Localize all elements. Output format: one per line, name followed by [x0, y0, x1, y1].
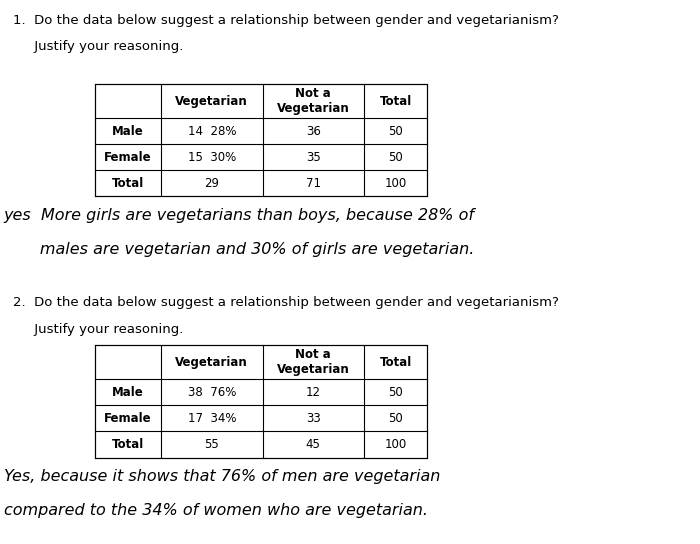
Text: 14  28%: 14 28% [188, 125, 236, 138]
Text: Total: Total [379, 356, 412, 369]
Text: Justify your reasoning.: Justify your reasoning. [13, 323, 183, 336]
Text: 17  34%: 17 34% [188, 412, 236, 425]
Text: Yes, because it shows that 76% of men are vegetarian: Yes, because it shows that 76% of men ar… [4, 469, 440, 485]
Text: 33: 33 [306, 412, 321, 425]
Text: 35: 35 [306, 151, 321, 164]
Bar [94, 84, 427, 196]
Text: 38  76%: 38 76% [188, 386, 236, 399]
Text: Male: Male [112, 386, 144, 399]
Text: Total: Total [111, 177, 144, 190]
Text: Total: Total [379, 95, 412, 108]
Text: 100: 100 [384, 177, 407, 190]
Text: 15  30%: 15 30% [188, 151, 236, 164]
Text: 12: 12 [306, 386, 321, 399]
Text: Vegetarian: Vegetarian [176, 356, 248, 369]
Text: 55: 55 [204, 438, 219, 451]
Text: Not a
Vegetarian: Not a Vegetarian [277, 348, 349, 376]
Text: 45: 45 [306, 438, 321, 451]
Text: 1.  Do the data below suggest a relationship between gender and vegetarianism?: 1. Do the data below suggest a relations… [13, 14, 559, 27]
Text: males are vegetarian and 30% of girls are vegetarian.: males are vegetarian and 30% of girls ar… [4, 242, 474, 257]
Bar [94, 345, 427, 458]
Text: Female: Female [104, 151, 152, 164]
Text: 71: 71 [306, 177, 321, 190]
Text: Vegetarian: Vegetarian [176, 95, 248, 108]
Text: Not a
Vegetarian: Not a Vegetarian [277, 87, 349, 115]
Text: 100: 100 [384, 438, 407, 451]
Text: compared to the 34% of women who are vegetarian.: compared to the 34% of women who are veg… [4, 503, 428, 518]
Text: 50: 50 [388, 412, 403, 425]
Text: Total: Total [111, 438, 144, 451]
Text: Justify your reasoning.: Justify your reasoning. [13, 40, 183, 53]
Text: 29: 29 [204, 177, 219, 190]
Text: yes  More girls are vegetarians than boys, because 28% of: yes More girls are vegetarians than boys… [4, 208, 475, 224]
Text: 50: 50 [388, 151, 403, 164]
Text: Male: Male [112, 125, 144, 138]
Text: Female: Female [104, 412, 152, 425]
Text: 2.  Do the data below suggest a relationship between gender and vegetarianism?: 2. Do the data below suggest a relations… [13, 296, 559, 310]
Text: 50: 50 [388, 386, 403, 399]
Text: 36: 36 [306, 125, 321, 138]
Text: 50: 50 [388, 125, 403, 138]
